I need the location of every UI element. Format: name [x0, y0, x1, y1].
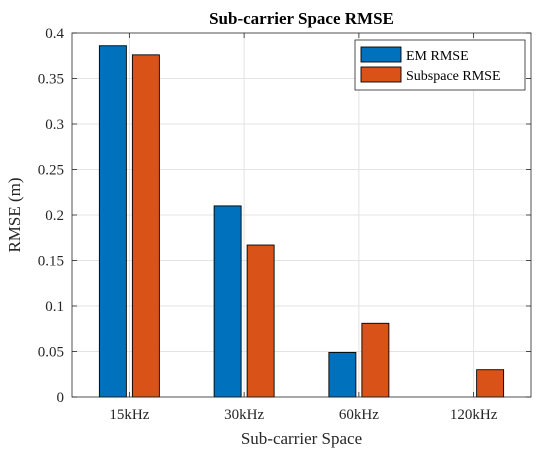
y-tick-label: 0.05 [38, 345, 64, 361]
chart-title: Sub-carrier Space RMSE [209, 9, 394, 28]
legend-label: EM RMSE [406, 49, 469, 64]
y-tick-label: 0.2 [45, 208, 64, 224]
legend-swatch [360, 66, 402, 83]
y-tick-label: 0 [57, 390, 65, 406]
y-tick-label: 0.1 [45, 299, 64, 315]
legend-label: Subspace RMSE [406, 69, 501, 84]
x-tick-label: 60kHz [339, 407, 379, 423]
y-tick-label: 0.15 [38, 254, 64, 270]
x-axis-label: Sub-carrier Space [241, 429, 362, 448]
bar-subspace [131, 54, 160, 398]
bar-em [328, 351, 357, 398]
bar-em [98, 45, 127, 398]
bar-subspace [246, 244, 275, 398]
bar-subspace [476, 369, 505, 398]
x-tick-label: 120kHz [450, 407, 498, 423]
y-tick-label: 0.3 [45, 117, 64, 133]
legend: EM RMSE Subspace RMSE [354, 39, 526, 91]
y-tick-label: 0.4 [45, 26, 64, 42]
x-tick-label: 15kHz [109, 407, 149, 423]
axis-ticks: 0 0.05 0.1 0.15 0.2 0.25 0.3 0.35 0.4 15kHz 30kHz 6… [38, 26, 531, 423]
bar-subspace [361, 322, 390, 398]
bars [98, 45, 505, 398]
y-tick-label: 0.35 [38, 72, 64, 88]
bar-em [213, 205, 242, 398]
x-tick-label: 30kHz [224, 407, 264, 423]
y-axis-label: RMSE (m) [5, 177, 24, 252]
legend-swatch [360, 46, 402, 63]
y-tick-label: 0.25 [38, 163, 64, 179]
